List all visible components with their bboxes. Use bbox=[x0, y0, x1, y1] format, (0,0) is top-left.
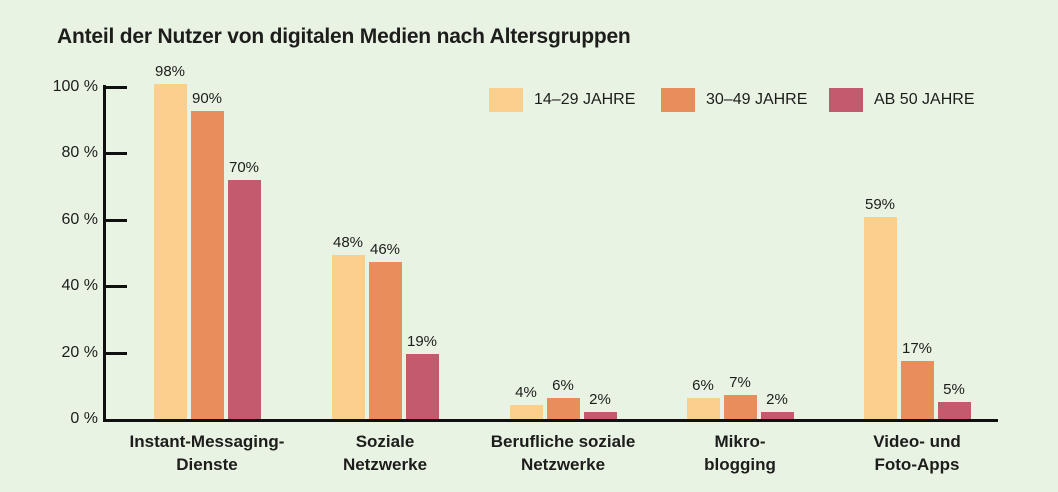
legend-label: 14–29 JAHRE bbox=[534, 91, 636, 108]
category-label: Berufliche soziale Netzwerke bbox=[490, 432, 636, 474]
bar bbox=[406, 354, 439, 419]
y-tick bbox=[105, 86, 127, 89]
y-tick-label: 100 % bbox=[52, 78, 98, 95]
bar-value-label: 6% bbox=[552, 377, 574, 394]
legend-swatch bbox=[829, 88, 863, 112]
bar bbox=[761, 412, 794, 419]
legend-label: AB 50 JAHRE bbox=[874, 91, 975, 108]
bar bbox=[547, 398, 580, 419]
bar-value-label: 98% bbox=[154, 63, 186, 80]
y-tick bbox=[105, 152, 127, 155]
bar bbox=[864, 217, 897, 419]
legend-swatch bbox=[661, 88, 695, 112]
y-tick bbox=[105, 285, 127, 288]
bar-value-label: 59% bbox=[864, 196, 896, 213]
bar-value-label: 7% bbox=[729, 374, 751, 391]
category-label: Soziale Netzwerke bbox=[342, 432, 428, 474]
bar bbox=[584, 412, 617, 419]
bar bbox=[510, 405, 543, 419]
category-label: Mikro- blogging bbox=[704, 432, 776, 474]
category-label: Video- und Foto-Apps bbox=[873, 432, 961, 474]
bar bbox=[332, 255, 365, 419]
bar bbox=[228, 180, 261, 419]
legend-item: 14–29 JAHRE bbox=[489, 88, 635, 112]
x-axis-line bbox=[103, 419, 998, 422]
bar-value-label: 2% bbox=[766, 391, 788, 408]
bar-value-label: 6% bbox=[692, 377, 714, 394]
y-tick-label: 60 % bbox=[61, 211, 98, 228]
bar-value-label: 48% bbox=[332, 234, 364, 251]
bar bbox=[369, 262, 402, 419]
y-tick-label: 80 % bbox=[61, 144, 98, 161]
bar bbox=[687, 398, 720, 419]
y-axis-line bbox=[103, 85, 106, 422]
legend-item: AB 50 JAHRE bbox=[829, 88, 974, 112]
y-tick bbox=[105, 219, 127, 222]
bar-value-label: 46% bbox=[369, 241, 401, 258]
bar bbox=[724, 395, 757, 419]
bar-value-label: 90% bbox=[191, 90, 223, 107]
bar-value-label: 19% bbox=[406, 333, 438, 350]
legend: 14–29 JAHRE 30–49 JAHRE AB 50 JAHRE bbox=[0, 88, 1058, 112]
category-label: Instant-Messaging- Dienste bbox=[129, 432, 285, 474]
bar-value-label: 17% bbox=[901, 340, 933, 357]
bar-value-label: 70% bbox=[228, 159, 260, 176]
bar-value-label: 5% bbox=[943, 381, 965, 398]
chart-title: Anteil der Nutzer von digitalen Medien n… bbox=[57, 25, 631, 48]
bar-value-label: 4% bbox=[515, 384, 537, 401]
legend-label: 30–49 JAHRE bbox=[706, 91, 808, 108]
y-tick-label: 0 % bbox=[70, 410, 98, 427]
bar bbox=[154, 84, 187, 419]
legend-swatch bbox=[489, 88, 523, 112]
legend-item: 30–49 JAHRE bbox=[661, 88, 807, 112]
y-tick-label: 20 % bbox=[61, 344, 98, 361]
bar-value-label: 2% bbox=[589, 391, 611, 408]
y-tick-label: 40 % bbox=[61, 277, 98, 294]
bar bbox=[901, 361, 934, 419]
bar bbox=[191, 111, 224, 419]
y-tick bbox=[105, 352, 127, 355]
bar bbox=[938, 402, 971, 419]
